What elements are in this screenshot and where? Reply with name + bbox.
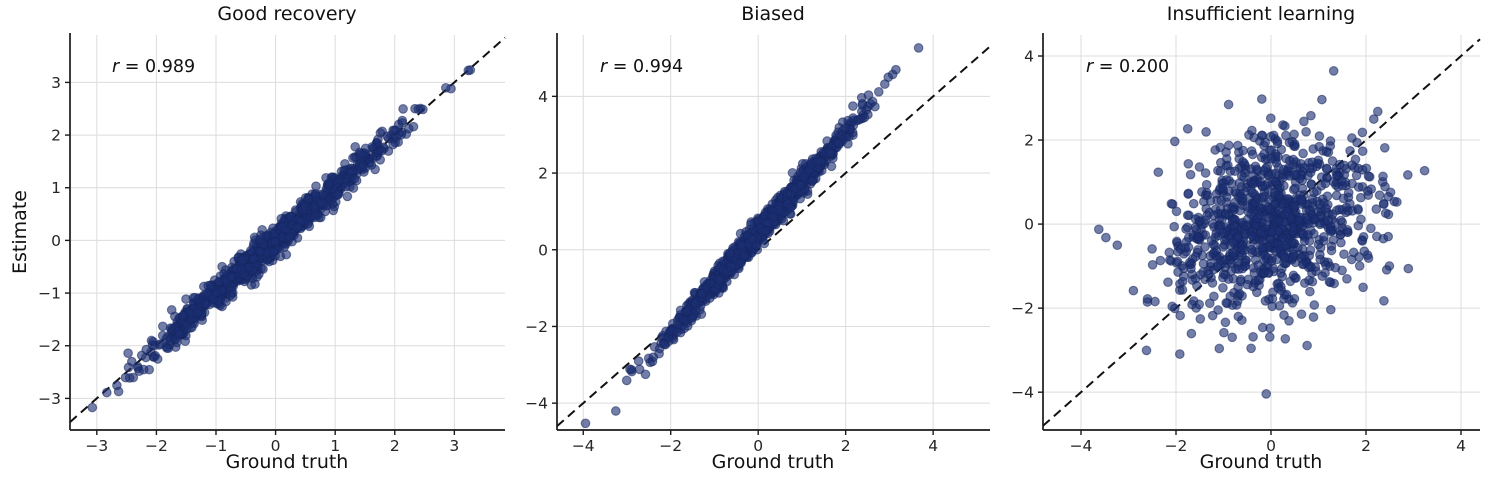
gridlines [70,35,505,430]
panel-1-r-annotation: r = 0.989 [112,57,195,77]
scatter-points [580,43,924,429]
panel-3-title: Insufficient learning [1166,3,1356,25]
x-tick-label: −2 [145,437,168,455]
y-tick-label: 4 [1024,48,1034,66]
r-value: = 0.200 [1093,57,1170,77]
x-tick-label: 0 [1266,437,1276,455]
panel-3-r-annotation: r = 0.200 [1086,57,1169,77]
x-tick-label: 1 [330,437,340,455]
x-tick-label: −2 [659,437,682,455]
panel-2-title: Biased [741,3,805,25]
r-value: = 0.989 [119,57,196,77]
panel-1-xaxis-label: Ground truth [225,451,349,473]
y-tick-label: −2 [38,337,61,355]
y-tick-label: 0 [1024,216,1034,234]
x-tick-label: −4 [1070,437,1093,455]
y-tick-label: −3 [38,390,61,408]
y-tick-label: 2 [538,165,548,183]
y-tick-label: 3 [51,74,61,92]
y-tick-label: −2 [525,318,548,336]
x-tick-label: −3 [85,437,108,455]
x-tick-label: 2 [390,437,400,455]
x-tick-label: −1 [205,437,228,455]
gridlines [557,35,990,430]
axes-spines [1042,33,1480,431]
panel-3-xaxis-label: Ground truth [1199,451,1323,473]
panel-2-xaxis-label: Ground truth [711,451,835,473]
x-axis-ticks: −4 −2 0 2 4 [1070,430,1466,455]
x-tick-label: 3 [449,437,459,455]
y-axis-ticks: −4 −2 0 2 4 [1011,48,1043,402]
x-tick-label: 4 [928,437,938,455]
x-tick-label: 2 [1361,437,1371,455]
y-tick-label: −4 [525,395,548,413]
scatter-points [87,65,476,413]
panel-1: −3 −2 −1 0 1 2 3 −3 −2 −1 0 1 2 3 [38,33,506,455]
panel-3: −4 −2 0 2 4 −4 −2 0 2 4 [1011,33,1481,455]
axes-spines [69,33,505,431]
x-tick-label: 2 [841,437,851,455]
y-axis-ticks: −4 −2 0 2 4 [525,88,557,413]
x-tick-label: −4 [572,437,595,455]
axes-spines [556,33,990,431]
r-value: = 0.994 [607,57,684,77]
identity-line [556,45,991,427]
x-tick-label: −2 [1165,437,1188,455]
x-axis-ticks: −4 −2 0 2 4 [572,430,938,455]
y-tick-label: −2 [1011,300,1034,318]
y-tick-label: −1 [38,285,61,303]
x-tick-label: 0 [753,437,763,455]
scatter-points [1093,66,1430,399]
y-tick-label: 2 [51,127,61,145]
r-symbol: r [112,57,120,77]
panel-1-yaxis-label: Estimate [9,190,31,274]
r-symbol: r [600,57,608,77]
y-tick-label: 4 [538,88,548,106]
gridlines [1043,35,1480,430]
panel-2: −4 −2 0 2 4 −4 −2 0 2 4 [525,33,991,455]
panel-2-r-annotation: r = 0.994 [600,57,683,77]
y-tick-label: 1 [51,179,61,197]
y-tick-label: −4 [1011,384,1034,402]
x-tick-label: 4 [1456,437,1466,455]
x-tick-label: 0 [271,437,281,455]
panel-1-title: Good recovery [217,3,357,25]
y-axis-ticks: −3 −2 −1 0 1 2 3 [38,74,70,408]
r-symbol: r [1086,57,1094,77]
y-tick-label: 0 [538,241,548,259]
x-axis-ticks: −3 −2 −1 0 1 2 3 [85,430,459,455]
y-tick-label: 0 [51,232,61,250]
y-tick-label: 2 [1024,132,1034,150]
